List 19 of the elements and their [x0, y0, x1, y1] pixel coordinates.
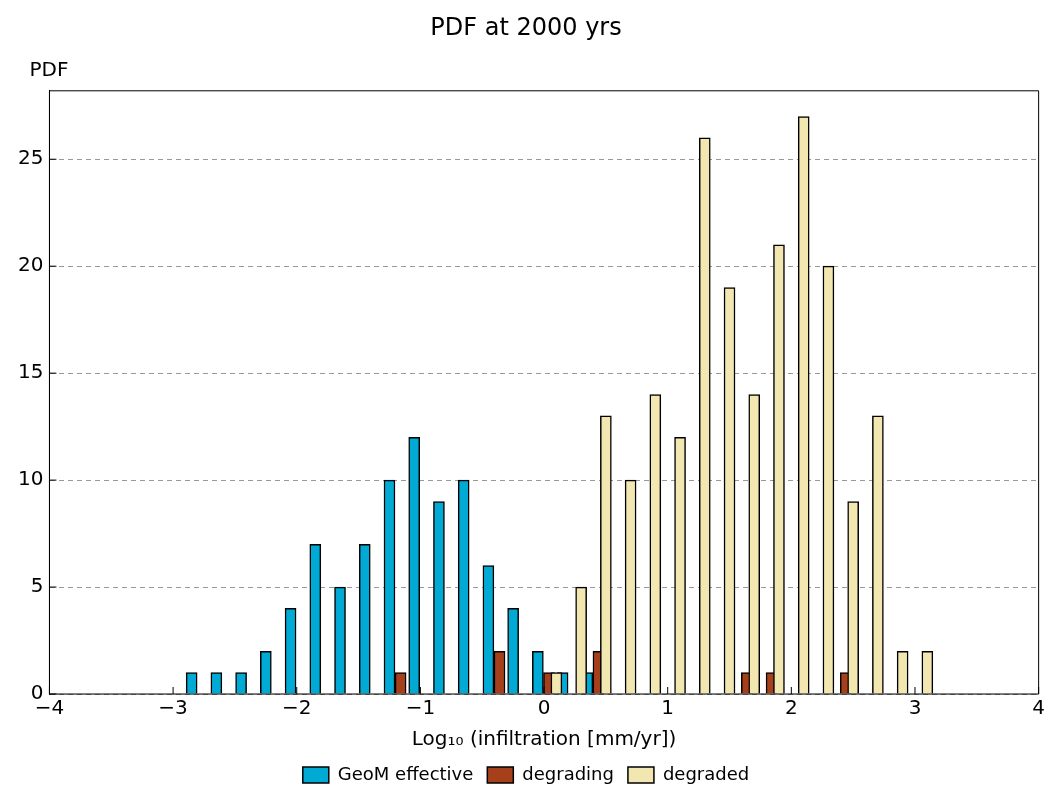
y-tick-label: 20 [18, 252, 44, 277]
legend-label: GeoM effective [337, 762, 474, 784]
legend-label: degrading [522, 762, 614, 784]
x-tick-label: 1 [661, 695, 675, 720]
y-axis-title: PDF [29, 57, 69, 81]
x-tick-label: 4 [1032, 695, 1045, 720]
x-tick-label: −3 [158, 695, 188, 720]
legend-label: degraded [662, 762, 750, 784]
y-tick-label: 15 [18, 359, 44, 384]
y-tick-label: 10 [18, 466, 44, 491]
x-tick-label: −1 [405, 695, 436, 720]
chart-title: PDF at 2000 yrs [430, 12, 622, 41]
x-tick-label: 3 [908, 695, 922, 720]
y-tick-label: 25 [18, 145, 44, 170]
x-tick-label: 2 [784, 695, 798, 720]
x-tick-label: −2 [282, 695, 312, 720]
x-axis-title: Log₁₀ (infiltration [mm/yr]) [411, 726, 677, 751]
x-tick-label: 0 [537, 695, 551, 720]
y-tick-label: 5 [30, 573, 44, 598]
